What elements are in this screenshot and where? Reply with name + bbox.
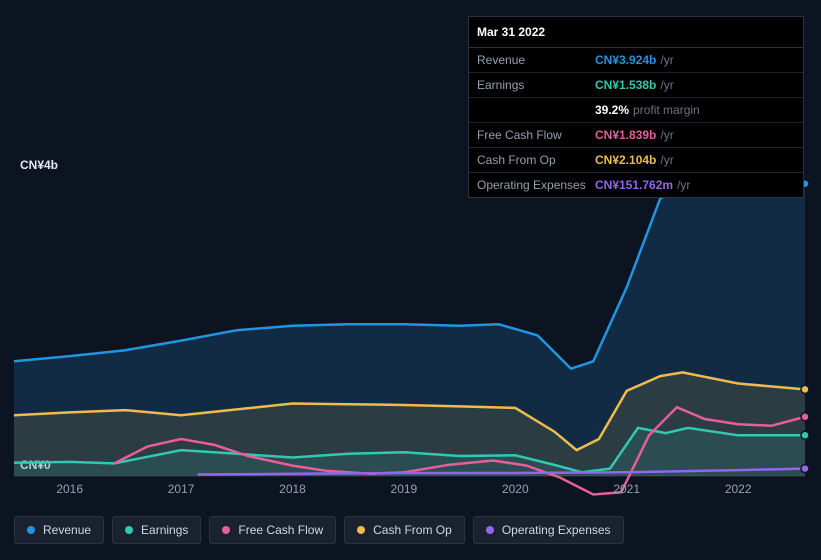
tooltip-row-value: CN¥3.924b — [595, 51, 656, 69]
tooltip-row-label: Free Cash Flow — [477, 126, 595, 144]
endpoint-free_cash_flow — [801, 413, 809, 421]
legend-item[interactable]: Operating Expenses — [473, 516, 624, 544]
tooltip-row-value: 39.2% — [595, 101, 629, 119]
tooltip-row-suffix: /yr — [660, 151, 673, 169]
tooltip-row-label — [477, 101, 595, 119]
endpoint-operating_expenses — [801, 465, 809, 473]
tooltip-row-value: CN¥151.762m — [595, 176, 673, 194]
tooltip-row-value: CN¥1.538b — [595, 76, 656, 94]
tooltip-row-label: Operating Expenses — [477, 176, 595, 194]
chart-plot[interactable] — [14, 180, 805, 476]
tooltip-row-value: CN¥2.104b — [595, 151, 656, 169]
tooltip-row: Cash From OpCN¥2.104b/yr — [469, 148, 803, 173]
legend-label: Revenue — [43, 523, 91, 537]
tooltip-row-suffix: /yr — [660, 51, 673, 69]
tooltip-row-label: Revenue — [477, 51, 595, 69]
x-tick: 2016 — [56, 482, 83, 496]
legend-swatch — [486, 526, 494, 534]
tooltip-row-value: CN¥1.839b — [595, 126, 656, 144]
chart-tooltip: Mar 31 2022 RevenueCN¥3.924b/yrEarningsC… — [468, 16, 804, 198]
legend-label: Cash From Op — [373, 523, 452, 537]
x-tick: 2022 — [725, 482, 752, 496]
x-tick: 2020 — [502, 482, 529, 496]
x-tick: 2018 — [279, 482, 306, 496]
legend-item[interactable]: Earnings — [112, 516, 201, 544]
x-tick: 2017 — [168, 482, 195, 496]
tooltip-row: RevenueCN¥3.924b/yr — [469, 48, 803, 73]
tooltip-row-label: Cash From Op — [477, 151, 595, 169]
x-axis: 2016 2017 2018 2019 2020 2021 2022 — [14, 482, 805, 502]
legend-label: Operating Expenses — [502, 523, 611, 537]
legend-item[interactable]: Revenue — [14, 516, 104, 544]
tooltip-row-suffix: /yr — [660, 126, 673, 144]
tooltip-row: Free Cash FlowCN¥1.839b/yr — [469, 123, 803, 148]
legend-swatch — [125, 526, 133, 534]
x-tick: 2021 — [613, 482, 640, 496]
tooltip-date: Mar 31 2022 — [469, 17, 803, 48]
tooltip-row: Operating ExpensesCN¥151.762m/yr — [469, 173, 803, 197]
tooltip-row: 39.2%profit margin — [469, 98, 803, 123]
tooltip-row-suffix: /yr — [677, 176, 690, 194]
tooltip-row-suffix: profit margin — [633, 101, 700, 119]
legend-swatch — [357, 526, 365, 534]
chart-legend: Revenue Earnings Free Cash Flow Cash From O… — [14, 516, 624, 544]
legend-label: Earnings — [141, 523, 188, 537]
x-tick: 2019 — [391, 482, 418, 496]
tooltip-row-label: Earnings — [477, 76, 595, 94]
endpoint-cash_from_op — [801, 385, 809, 393]
tooltip-row-suffix: /yr — [660, 76, 673, 94]
legend-item[interactable]: Cash From Op — [344, 516, 465, 544]
legend-swatch — [222, 526, 230, 534]
y-axis-max-label: CN¥4b — [20, 158, 58, 172]
legend-label: Free Cash Flow — [238, 523, 323, 537]
endpoint-earnings — [801, 431, 809, 439]
tooltip-row: EarningsCN¥1.538b/yr — [469, 73, 803, 98]
legend-swatch — [27, 526, 35, 534]
legend-item[interactable]: Free Cash Flow — [209, 516, 336, 544]
